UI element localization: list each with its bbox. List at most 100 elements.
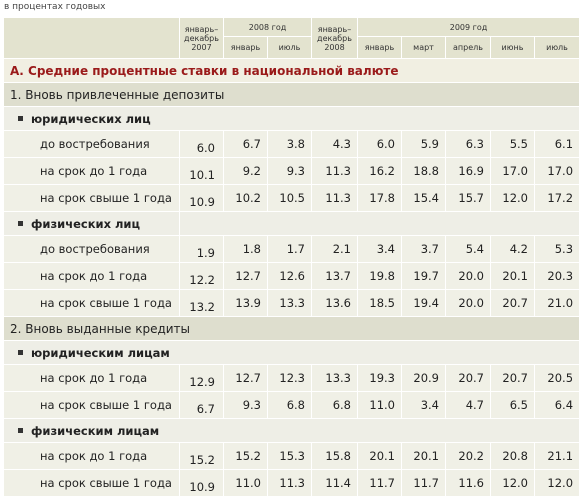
header-2008-total: январь–декабрь 2008 (311, 17, 358, 59)
value-cell: 20.5 (533, 364, 581, 392)
group-row-blank (178, 211, 581, 236)
value-cell: 20.9 (401, 364, 446, 392)
value-cell: 15.2 (179, 442, 224, 470)
value-cell: 10.9 (179, 184, 224, 212)
table-row: на срок свыше 1 года 6.7 9.3 6.8 6.8 11.0 3.4 4… (3, 391, 581, 419)
group-title-text: физическим лицам (31, 423, 160, 438)
value-cell: 20.1 (490, 262, 535, 290)
value-cell: 19.3 (357, 364, 402, 392)
value-cell: 11.3 (311, 157, 358, 185)
value-cell: 16.9 (445, 157, 491, 185)
row-label: до востребования (3, 235, 180, 263)
value-cell: 6.0 (179, 130, 224, 158)
square-bullet-icon (18, 220, 23, 226)
value-cell: 10.5 (267, 184, 312, 212)
square-bullet-icon (18, 115, 23, 121)
value-cell: 5.4 (445, 235, 491, 263)
value-cell: 6.3 (445, 130, 491, 158)
value-cell: 5.3 (533, 235, 581, 263)
value-cell: 13.3 (267, 289, 312, 317)
value-cell: 20.8 (490, 442, 535, 470)
value-cell: 12.9 (179, 364, 224, 392)
table-caption: в процентах годовых (4, 2, 106, 12)
header-2007: январь–декабрь 2007 (179, 17, 224, 59)
value-cell: 11.0 (223, 469, 268, 497)
value-cell: 19.8 (357, 262, 402, 290)
value-cell: 20.7 (490, 289, 535, 317)
value-cell: 11.6 (445, 469, 491, 497)
value-cell: 15.7 (445, 184, 491, 212)
value-cell: 12.6 (267, 262, 312, 290)
part2-title: 2. Вновь выданные кредиты (2, 316, 581, 341)
header-label-column (3, 17, 180, 59)
value-cell: 4.3 (311, 130, 358, 158)
value-cell: 6.7 (179, 391, 224, 419)
value-cell: 17.0 (533, 157, 581, 185)
value-cell: 13.9 (223, 289, 268, 317)
row-label: на срок до 1 года (3, 157, 180, 185)
value-cell: 11.3 (267, 469, 312, 497)
row-label: до востребования (3, 130, 180, 158)
row-label: на срок свыше 1 года (3, 469, 180, 497)
row-label: на срок свыше 1 года (3, 391, 180, 419)
group-title-text: физических лиц (31, 216, 141, 231)
value-cell: 11.0 (357, 391, 402, 419)
value-cell: 20.2 (445, 442, 491, 470)
group-row: юридических лиц (2, 106, 581, 131)
value-cell: 3.8 (267, 130, 312, 158)
value-cell: 9.3 (267, 157, 312, 185)
row-label: на срок свыше 1 года (3, 184, 180, 212)
value-cell: 4.7 (445, 391, 491, 419)
table-body: А. Средние процентные ставки в националь… (2, 58, 581, 497)
value-cell: 6.7 (223, 130, 268, 158)
header-month: январь (357, 36, 402, 59)
header-2008-year: 2008 год (223, 17, 312, 37)
square-bullet-icon (18, 349, 23, 355)
value-cell: 10.9 (179, 469, 224, 497)
group-title-text: юридических лиц (31, 111, 151, 126)
value-cell: 11.4 (311, 469, 358, 497)
value-cell: 2.1 (311, 235, 358, 263)
table-row: на срок свыше 1 года 13.2 13.9 13.3 13.6 18.5… (3, 289, 581, 317)
table-row: на срок до 1 года 15.2 15.2 15.3 15.8 20.1 20.… (3, 442, 581, 470)
value-cell: 13.7 (311, 262, 358, 290)
section-a-title: А. Средние процентные ставки в националь… (2, 58, 581, 83)
value-cell: 6.4 (533, 391, 581, 419)
header-month: март (401, 36, 446, 59)
value-cell: 12.0 (533, 469, 581, 497)
value-cell: 10.1 (179, 157, 224, 185)
table-row: на срок до 1 года 12.9 12.7 12.3 13.3 19.3 20.… (3, 364, 581, 392)
group-title: физическим лицам (2, 418, 581, 443)
value-cell: 21.1 (533, 442, 581, 470)
value-cell: 9.2 (223, 157, 268, 185)
value-cell: 15.8 (311, 442, 358, 470)
value-cell: 12.0 (490, 184, 535, 212)
value-cell: 20.1 (357, 442, 402, 470)
group-row: юридическим лицам (2, 340, 581, 365)
value-cell: 19.4 (401, 289, 446, 317)
value-cell: 16.2 (357, 157, 402, 185)
row-label: на срок до 1 года (3, 262, 180, 290)
group-title: юридическим лицам (2, 340, 581, 365)
header-month: январь (223, 36, 268, 59)
row-label: на срок до 1 года (3, 442, 180, 470)
value-cell: 17.8 (357, 184, 402, 212)
value-cell: 6.1 (533, 130, 581, 158)
value-cell: 15.4 (401, 184, 446, 212)
header-month: апрель (445, 36, 491, 59)
table-row: на срок до 1 года 12.2 12.7 12.6 13.7 19.8 19.… (3, 262, 581, 290)
group-title: юридических лиц (2, 106, 581, 131)
group-title: физических лиц (3, 211, 180, 236)
part1-title: 1. Вновь привлеченные депозиты (2, 82, 581, 107)
header-month: июль (533, 36, 581, 59)
value-cell: 13.2 (179, 289, 224, 317)
value-cell: 3.7 (401, 235, 446, 263)
value-cell: 11.3 (311, 184, 358, 212)
group-title-text: юридическим лицам (31, 345, 170, 360)
value-cell: 12.7 (223, 262, 268, 290)
value-cell: 12.2 (179, 262, 224, 290)
value-cell: 17.0 (490, 157, 535, 185)
value-cell: 12.7 (223, 364, 268, 392)
row-label: на срок свыше 1 года (3, 289, 180, 317)
header-month: июнь (490, 36, 535, 59)
